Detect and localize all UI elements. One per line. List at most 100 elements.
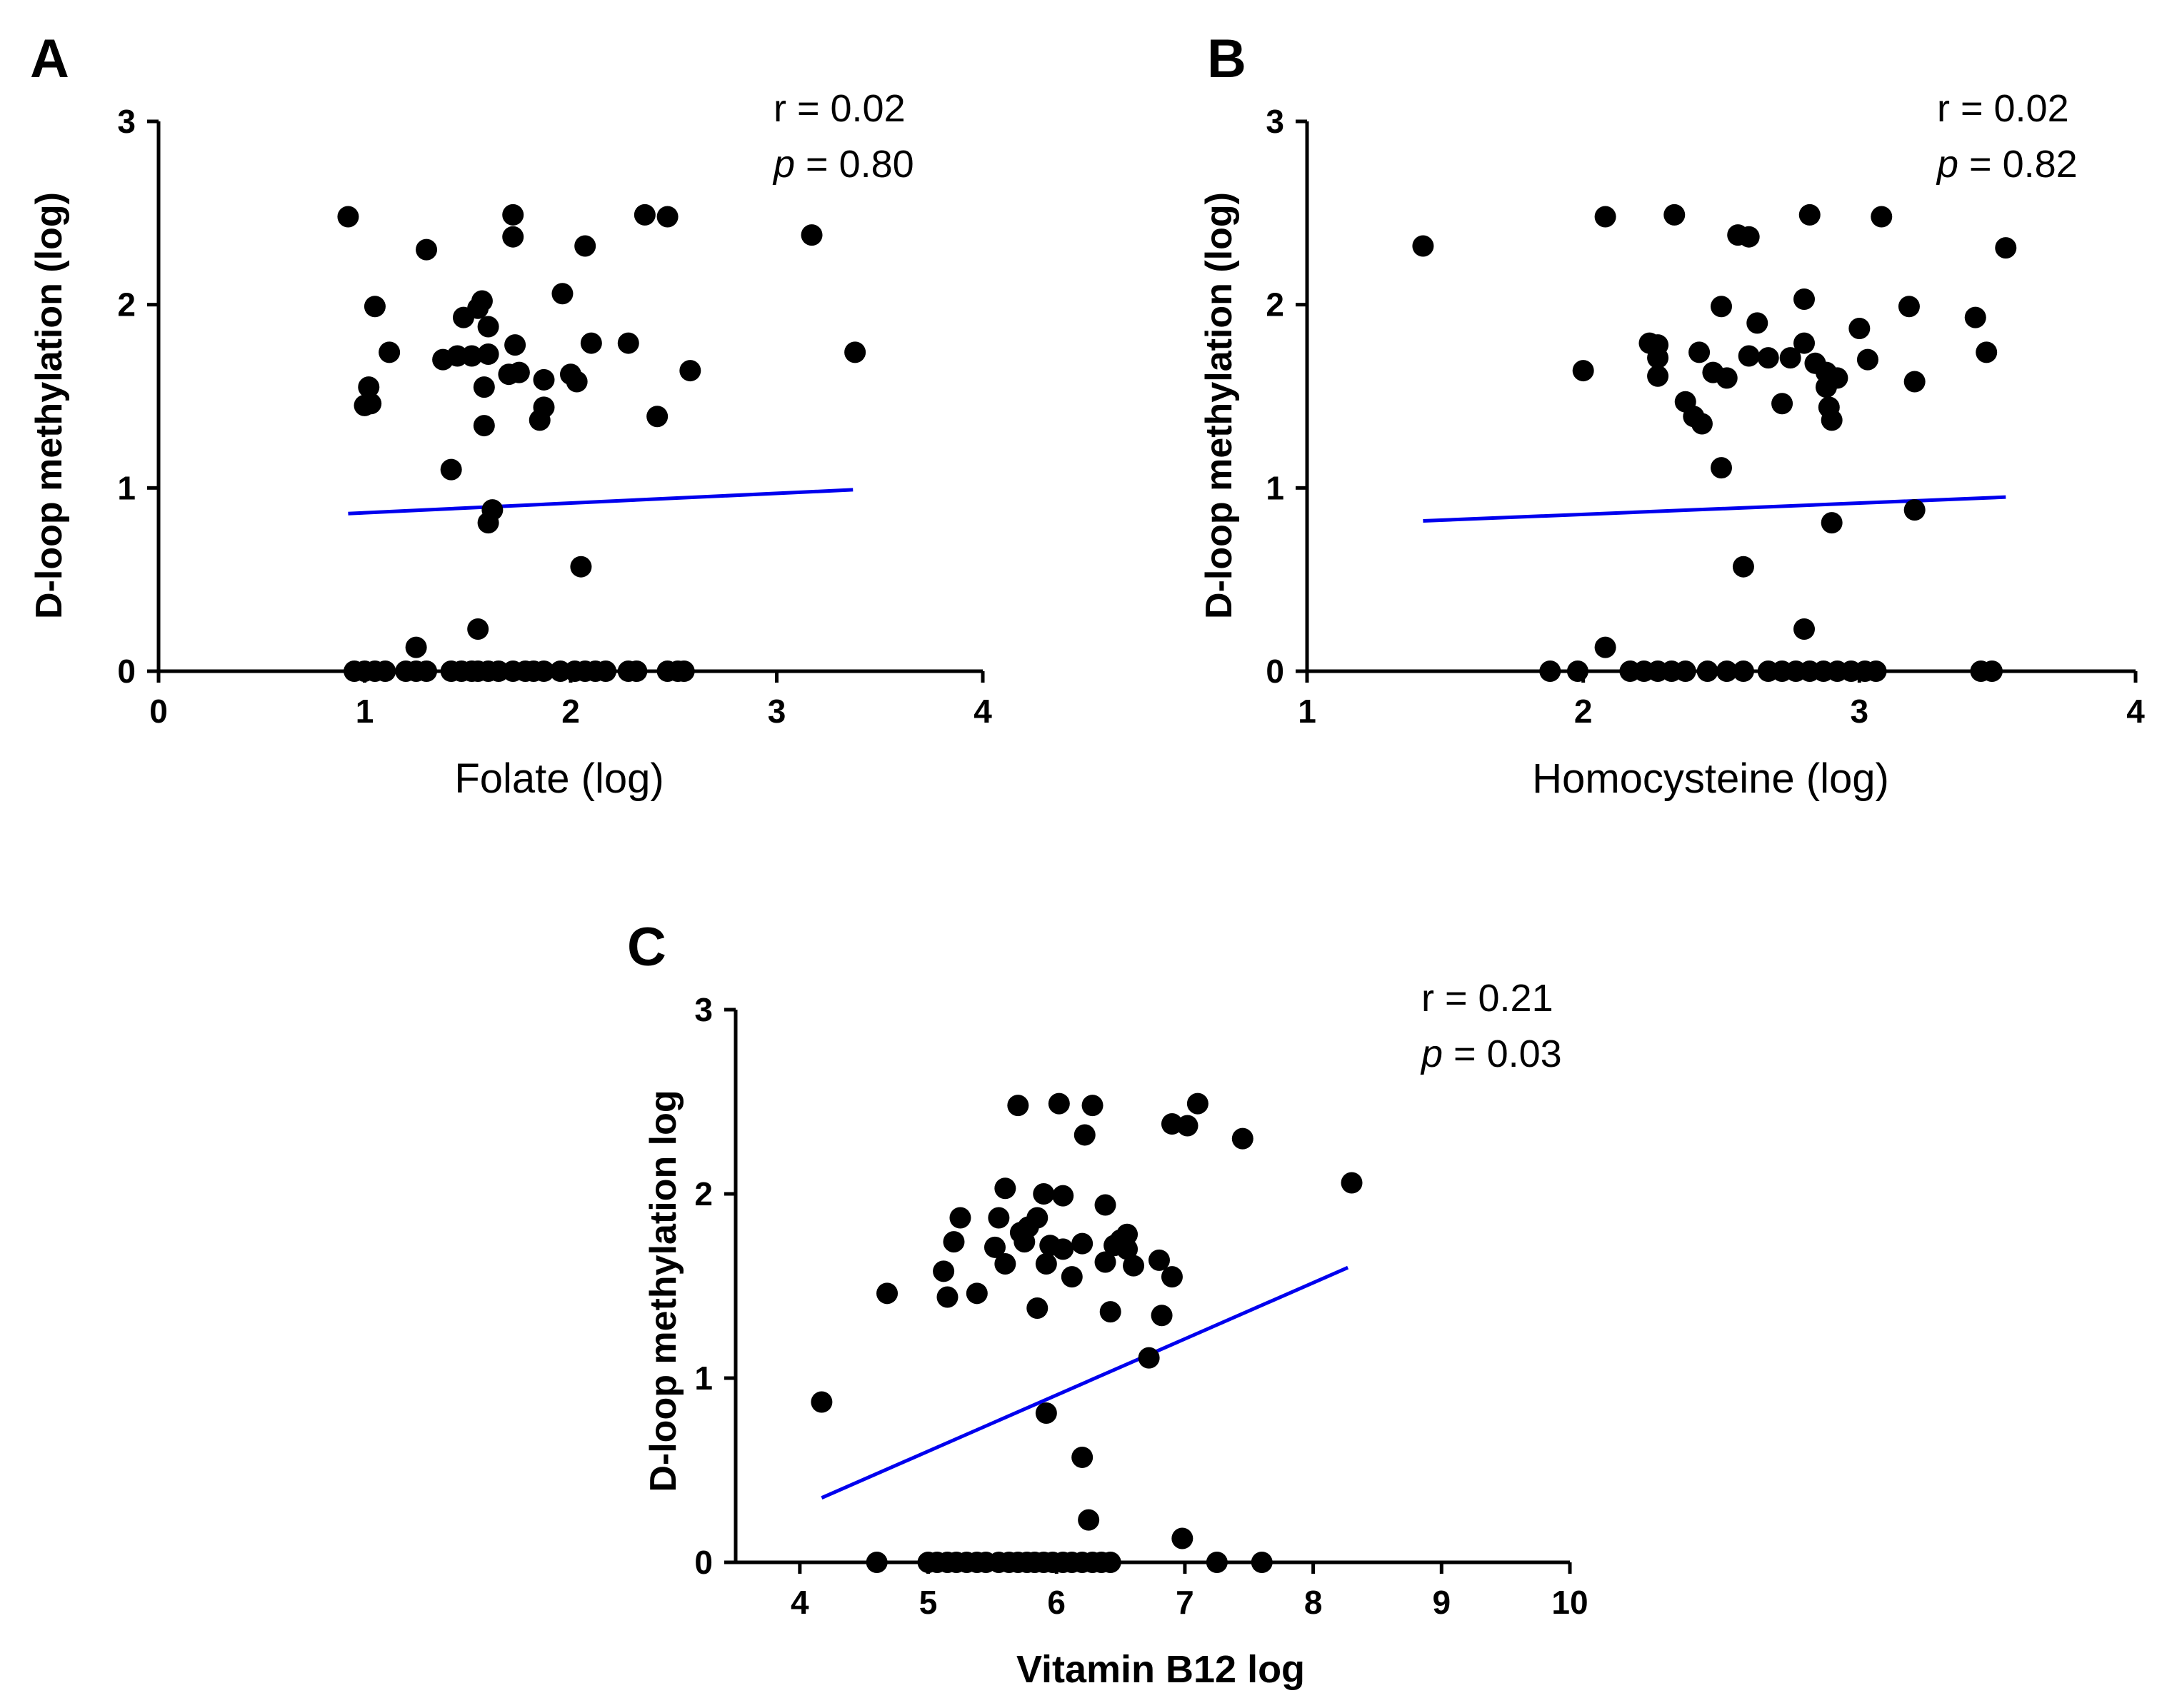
panel-a-x-tick-label: 0 xyxy=(149,693,168,730)
panel-b-p-symbol: p xyxy=(1936,143,1958,186)
panel-a-data-point xyxy=(360,393,382,415)
panel-b-data-point xyxy=(1821,512,1843,534)
panel-a-data-point xyxy=(477,316,499,338)
panel-a-data-point xyxy=(529,409,551,431)
panel-c-data-point xyxy=(1007,1095,1029,1117)
panel-c-x-tick-label: 6 xyxy=(1047,1584,1066,1621)
panel-a-data-point xyxy=(416,660,438,682)
panel-c-x-tick-label: 5 xyxy=(919,1584,938,1621)
panel-c-y-tick-label: 0 xyxy=(694,1544,713,1581)
panel-a-data-point xyxy=(364,296,386,318)
panel-b-data-point xyxy=(1826,367,1848,389)
panel-b-data-point xyxy=(1898,296,1920,318)
panel-a-data-point xyxy=(473,376,495,398)
panel-a-data-point xyxy=(574,235,596,257)
panel-b-data-point xyxy=(1871,206,1893,228)
panel-b-data-point xyxy=(1711,457,1732,479)
panel-b-data-point xyxy=(1594,206,1616,228)
panel-b-data-point xyxy=(1856,348,1878,371)
panel-c-x-axis-title: Vitamin B12 log xyxy=(1016,1648,1305,1691)
panel-a-y-tick-label: 0 xyxy=(117,653,136,690)
panel-b-data-point xyxy=(1663,204,1686,226)
panel-b-y-tick-label: 0 xyxy=(1266,653,1284,690)
panel-a-data-point xyxy=(646,406,669,428)
panel-b-data-point xyxy=(1412,235,1434,257)
panel-b-data-point xyxy=(1688,341,1711,363)
panel-b-data-point xyxy=(1995,237,2017,259)
panel-c-data-point xyxy=(943,1231,965,1253)
panel-b-data-point xyxy=(1771,393,1793,415)
panel-c-data-point xyxy=(1035,1402,1057,1425)
panel-a-data-point xyxy=(844,341,866,363)
panel-c-data-point xyxy=(966,1282,988,1305)
panel-a-data-point xyxy=(461,345,483,367)
panel-a-x-tick-label: 4 xyxy=(974,693,992,730)
panel-c-data-point xyxy=(1035,1253,1057,1275)
panel-c-data-point xyxy=(1033,1183,1055,1205)
panel-c-data-point xyxy=(1123,1255,1145,1277)
panel-c-data-point xyxy=(1176,1115,1198,1137)
panel-c-data-point xyxy=(1116,1238,1138,1260)
panel-a-data-point xyxy=(337,206,359,228)
panel-c-y-tick-label: 3 xyxy=(694,991,713,1028)
panel-c-data-point xyxy=(988,1207,1010,1229)
panel-b-data-point xyxy=(1572,360,1594,382)
panel-c-letter: C xyxy=(627,917,666,978)
panel-c-data-point xyxy=(1061,1266,1083,1288)
panel-c-data-point xyxy=(933,1260,955,1282)
panel-b-data-point xyxy=(1798,204,1821,226)
panel-a-data-point xyxy=(473,415,495,437)
panel-b-chart: B r = 0.02 p = 0.82 Homocysteine (log) D… xyxy=(1198,29,2145,802)
panel-b-y-axis-title: D-loop methylation (log) xyxy=(1198,192,1240,619)
panel-a-data-point xyxy=(481,499,504,521)
panel-b-data-point xyxy=(1964,306,1986,328)
panel-c-data-point xyxy=(1148,1249,1170,1271)
panel-c-p-symbol: p xyxy=(1420,1033,1443,1075)
panel-c-data-point xyxy=(1116,1223,1138,1245)
panel-c-data-point xyxy=(984,1236,1006,1258)
panel-a-chart: A r = 0.02 p = 0.80 Folate (log) D-loop … xyxy=(29,29,992,802)
panel-a-r-value: r = 0.02 xyxy=(774,87,906,130)
panel-b-data-point xyxy=(1647,365,1669,387)
panel-c-chart: C r = 0.21 p = 0.03 Vitamin B12 log D-lo… xyxy=(627,917,1588,1691)
panel-c-data-point xyxy=(949,1207,971,1229)
panel-b-data-point xyxy=(1903,371,1926,393)
panel-b-y-tick-label: 3 xyxy=(1266,103,1284,140)
panel-a-x-tick-label: 3 xyxy=(768,693,786,730)
panel-a-data-point xyxy=(595,660,617,682)
panel-c-data-point xyxy=(1341,1172,1363,1194)
panel-c-data-point xyxy=(1094,1194,1116,1216)
panel-c-data-point xyxy=(1052,1238,1074,1260)
panel-a-data-point xyxy=(533,660,555,682)
panel-b-letter: B xyxy=(1207,29,1246,89)
panel-c-data-point xyxy=(1151,1305,1173,1327)
panel-c-data-point xyxy=(1161,1266,1183,1288)
panel-a-data-point xyxy=(801,224,823,246)
panel-b-data-point xyxy=(1793,288,1815,310)
panel-c-data-point xyxy=(1094,1251,1116,1273)
panel-c-data-point xyxy=(1138,1347,1160,1369)
panel-a-letter: A xyxy=(30,29,69,89)
panel-c-y-tick-label: 2 xyxy=(694,1175,713,1212)
panel-a-data-point xyxy=(634,204,656,226)
panel-c-y-axis-title: D-loop methylation log xyxy=(643,1090,684,1492)
panel-a-data-point xyxy=(440,458,462,481)
panel-a-data-point xyxy=(570,556,592,578)
panel-b-y-tick-label: 2 xyxy=(1266,286,1284,323)
panel-c-data-point xyxy=(1074,1124,1096,1146)
panel-b-data-point xyxy=(1696,660,1718,682)
panel-b-data-point xyxy=(1779,347,1801,369)
panel-b-data-point xyxy=(1732,660,1754,682)
panel-c-data-point xyxy=(1026,1207,1049,1229)
panel-b-data-point xyxy=(1738,226,1760,248)
panel-b-data-point xyxy=(1746,312,1768,334)
panel-b-p-value: p = 0.82 xyxy=(1936,143,2078,186)
panel-b-x-tick-label: 4 xyxy=(2126,693,2145,730)
panel-b-y-tick-label: 1 xyxy=(1266,469,1284,506)
panel-c-data-point xyxy=(1071,1446,1093,1468)
panel-b-data-point xyxy=(1821,409,1843,431)
panel-c-data-point xyxy=(1171,1527,1193,1549)
panel-a-data-point xyxy=(502,226,524,248)
panel-c-x-tick-label: 4 xyxy=(791,1584,809,1621)
